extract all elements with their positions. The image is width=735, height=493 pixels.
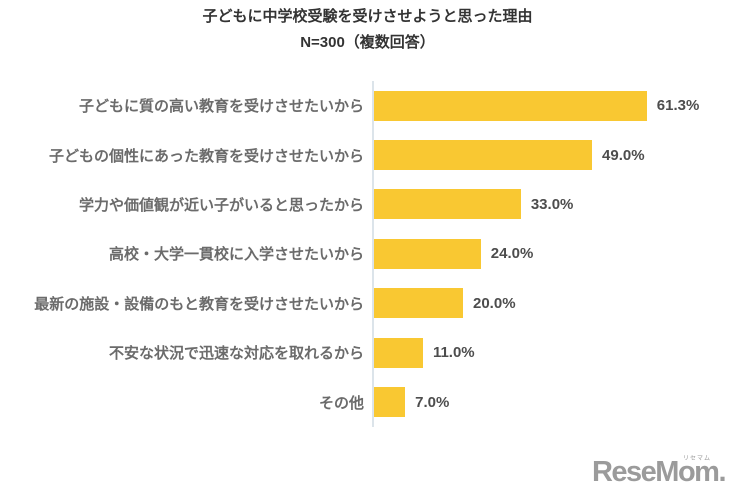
value-label: 11.0% [432, 344, 475, 362]
bar [374, 140, 593, 171]
chart-row: 学力や価値観が近い子がいると思ったから 33.0% [0, 179, 735, 230]
bar-area: 7.0% [372, 377, 735, 427]
resemom-logo: リセマム ReseMom. [591, 456, 727, 488]
value-label: 20.0% [473, 294, 516, 312]
category-label: 不安な状況で迅速な対応を取れるから [108, 345, 364, 363]
bar [374, 387, 406, 418]
logo-katakana-label: リセマム [682, 456, 711, 462]
category-label: 学力や価値観が近い子がいると思ったから [78, 196, 364, 214]
chart-title: 子どもに中学校受験を受けさせようと思った理由 [202, 8, 533, 25]
category-label: 最新の施設・設備のもと教育を受けさせたいから [34, 295, 364, 313]
bar [374, 90, 647, 121]
bar-area: 33.0% [372, 179, 735, 230]
bar-area: 20.0% [372, 278, 735, 328]
bar-area: 11.0% [372, 327, 735, 378]
bar-area: 24.0% [372, 229, 735, 279]
chart-row: 最新の施設・設備のもと教育を受けさせたいから 20.0% [0, 278, 735, 328]
value-label: 24.0% [490, 245, 534, 263]
bar-chart: 子どもに質の高い教育を受けさせたいから 61.3% 子どもの個性にあった教育を受けさ… [0, 81, 735, 427]
bar [374, 238, 481, 269]
bar-area: 61.3% [372, 81, 735, 131]
chart-row: その他 7.0% [0, 377, 735, 427]
chart-subtitle: N=300（複数回答） [300, 34, 435, 51]
chart-row: 子どもの個性にあった教育を受けさせたいから 49.0% [0, 130, 735, 180]
chart-row: 高校・大学一貫校に入学させたいから 24.0% [0, 229, 735, 279]
chart-row: 子どもに質の高い教育を受けさせたいから 61.3% [0, 81, 735, 131]
chart-row: 不安な状況で迅速な対応を取れるから 11.0% [0, 327, 735, 378]
category-label: 子どもの個性にあった教育を受けさせたいから [48, 147, 364, 165]
category-label: 子どもに質の高い教育を受けさせたいから [78, 98, 364, 116]
chart-header: 子どもに中学校受験を受けさせようと思った理由 N=300（複数回答） [0, 0, 735, 56]
value-label: 49.0% [602, 146, 645, 164]
value-label: 7.0% [415, 393, 450, 411]
bar [374, 189, 521, 220]
category-label: 高校・大学一貫校に入学させたいから [108, 246, 364, 264]
value-label: 33.0% [530, 195, 574, 213]
bar [374, 288, 463, 319]
value-label: 61.3% [656, 97, 700, 115]
logo-wordmark: ReseMom. [591, 456, 727, 488]
category-label: その他 [318, 394, 364, 412]
bar [374, 337, 423, 368]
bar-area: 49.0% [372, 130, 735, 180]
